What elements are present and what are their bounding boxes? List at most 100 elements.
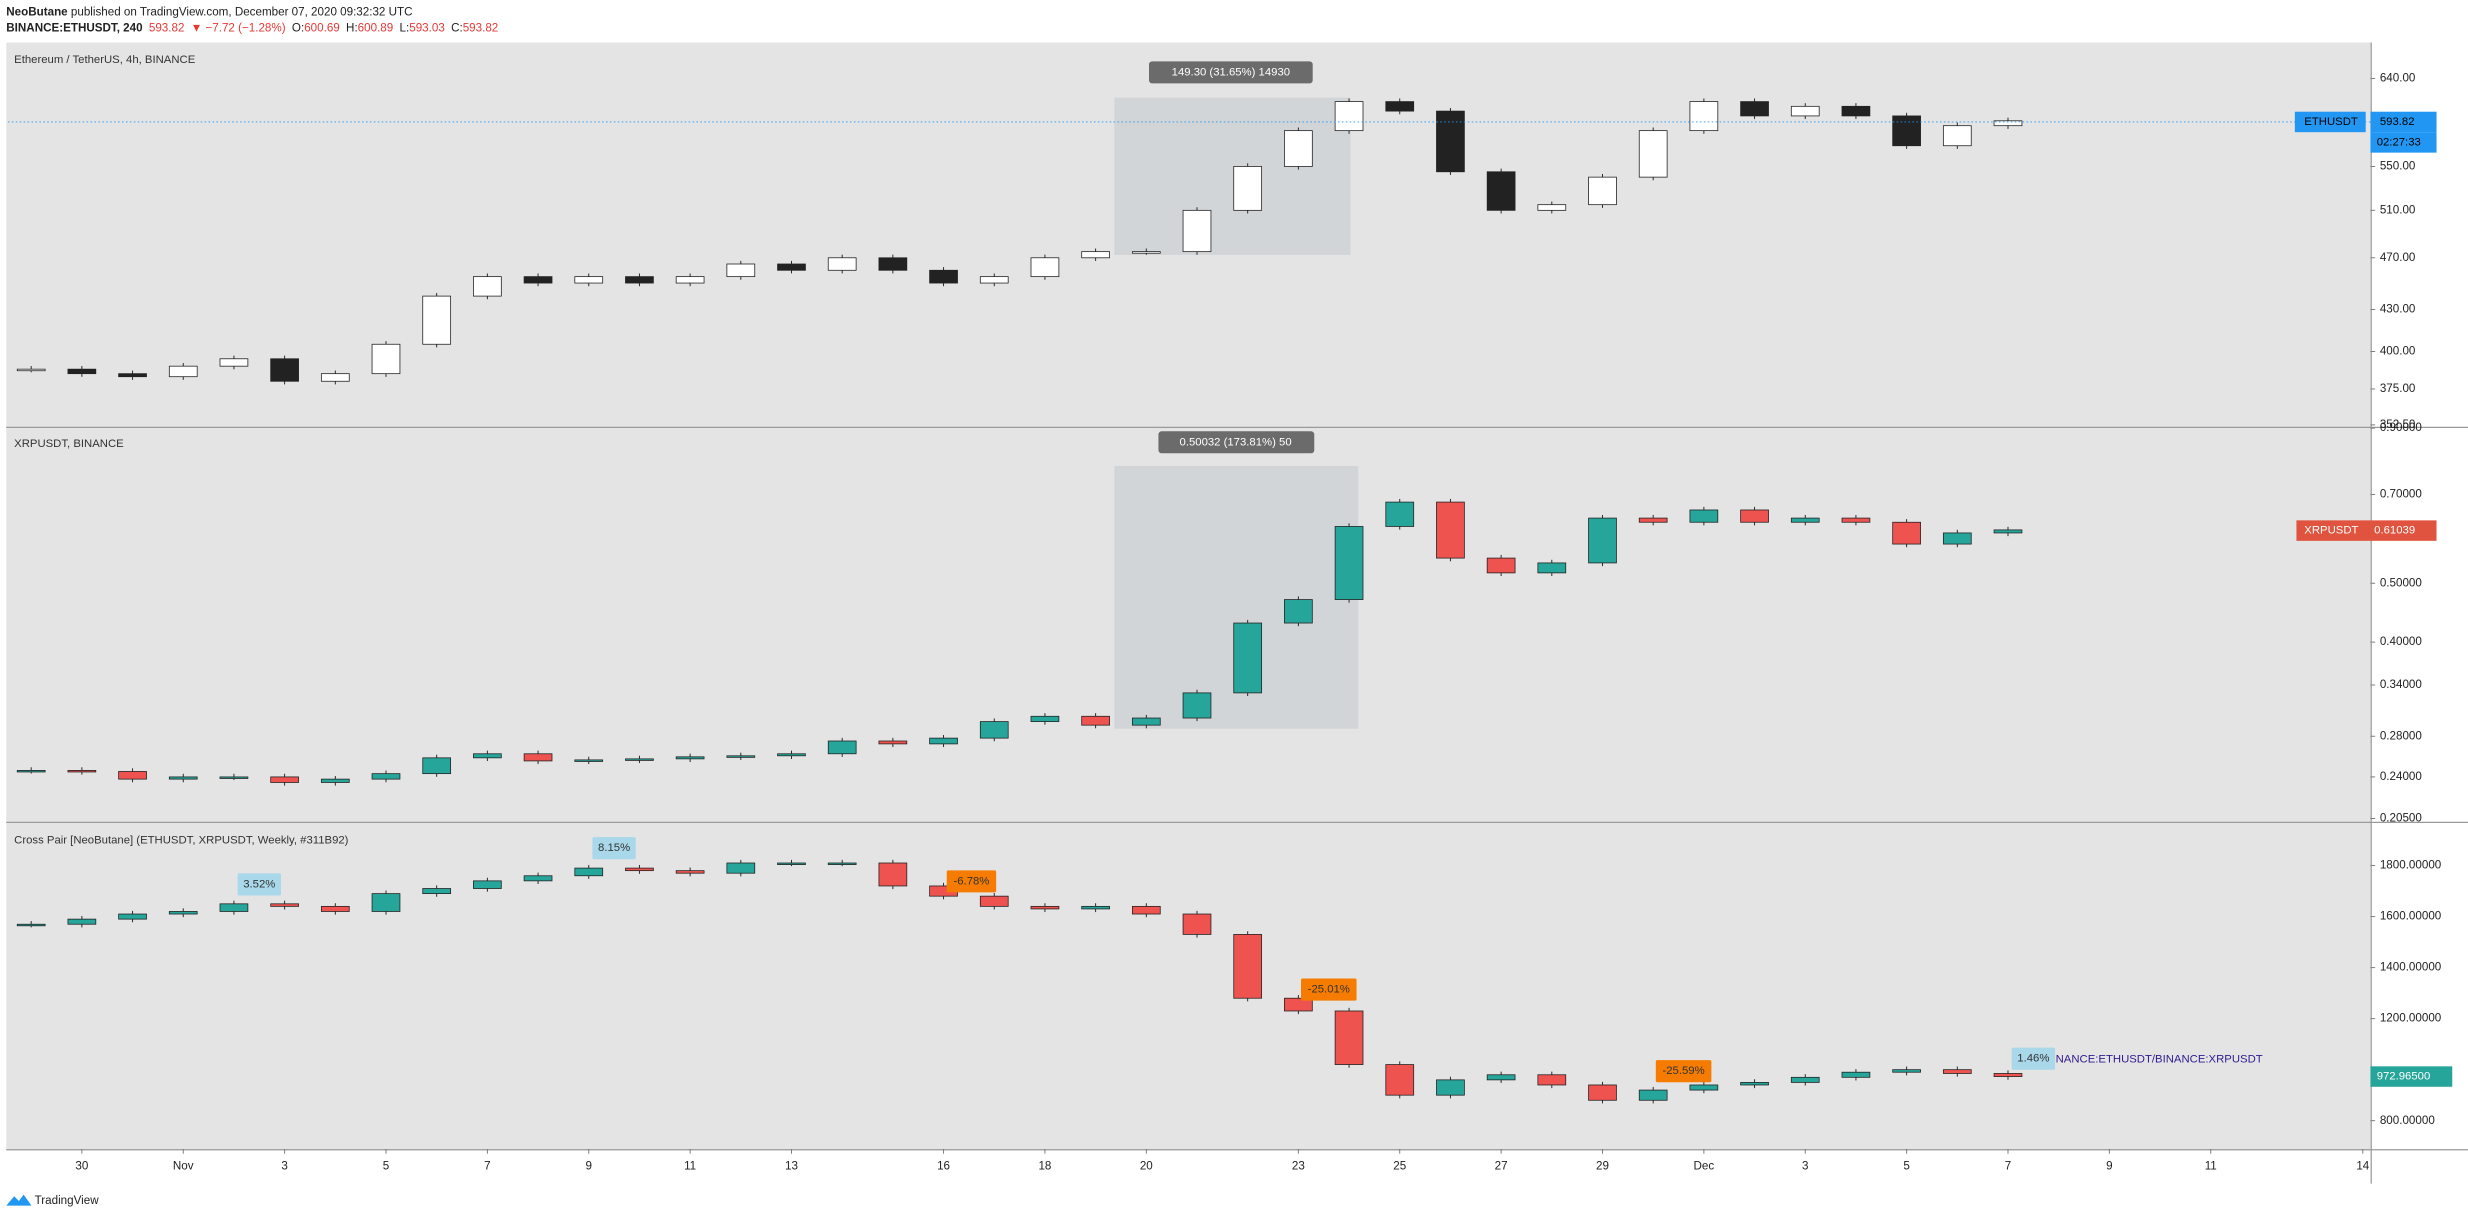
x-tick-label: 5 <box>1903 1159 1909 1172</box>
y-tick-label: 1200.00000 <box>2380 1012 2442 1025</box>
y-tick-label: 0.40000 <box>2380 635 2423 648</box>
y-tick-label: 0.24000 <box>2380 770 2423 783</box>
x-tick-label: Dec <box>1694 1159 1715 1172</box>
change: ▼ −7.72 (−1.28%) <box>191 21 286 34</box>
symbol: BINANCE:ETHUSDT, 240 <box>6 21 142 34</box>
pane-title: Cross Pair [NeoButane] (ETHUSDT, XRPUSDT… <box>14 835 349 847</box>
x-tick-label: 3 <box>281 1159 287 1172</box>
low-key: L: <box>400 21 410 34</box>
x-tick-label: 7 <box>484 1159 490 1172</box>
x-tick-label: 3 <box>1802 1159 1808 1172</box>
y-tick-label: 0.50000 <box>2380 576 2423 589</box>
y-tick-label: 0.90000 <box>2380 421 2423 434</box>
candle <box>726 862 756 874</box>
candle <box>168 365 198 378</box>
logo-icon <box>6 1194 32 1206</box>
annotation-box <box>1301 978 1357 1001</box>
candle <box>726 263 756 278</box>
y-tick-label: 1400.00000 <box>2380 961 2442 974</box>
y-tick-label: 800.00000 <box>2380 1114 2435 1127</box>
candle <box>1993 120 2023 127</box>
candle <box>1740 1082 1769 1086</box>
y-tick-label: 1800.00000 <box>2380 859 2442 872</box>
candle <box>1436 1079 1465 1096</box>
candle <box>67 770 97 773</box>
candle <box>1334 1010 1364 1065</box>
last-price-label: XRPUSDT 0.61039 <box>2304 525 2415 537</box>
header-line: NeoButane published on TradingView.com, … <box>6 6 412 19</box>
candle <box>1638 517 1668 523</box>
x-tick-label: 20 <box>1140 1159 1153 1172</box>
candle <box>270 903 299 907</box>
candle <box>1334 526 1364 600</box>
candle <box>1486 557 1516 574</box>
x-tick-label: 25 <box>1393 1159 1406 1172</box>
candle <box>16 923 46 927</box>
candle <box>1537 562 1567 574</box>
measure-label: 149.30 (31.65%) 14930 <box>1172 66 1290 78</box>
symbol-line: BINANCE:ETHUSDT, 240 593.82 ▼ −7.72 (−1.28… <box>6 21 498 34</box>
countdown-box <box>2370 132 2437 153</box>
author: NeoButane <box>6 6 68 19</box>
candle <box>878 257 908 271</box>
candle <box>320 905 350 912</box>
x-tick-label: 7 <box>2005 1159 2011 1172</box>
candle <box>1588 176 1617 206</box>
candle <box>827 862 857 865</box>
footer-logo: TradingView <box>35 1194 100 1207</box>
candle <box>1131 717 1161 726</box>
candle <box>574 867 604 877</box>
candle <box>473 276 502 297</box>
candle <box>1030 715 1060 722</box>
candle <box>1030 905 1060 910</box>
measure-label-box <box>1158 431 1315 454</box>
candle <box>118 373 147 378</box>
candle <box>1436 501 1465 559</box>
candle <box>1385 501 1415 527</box>
y-tick-label: 470.00 <box>2380 251 2416 264</box>
x-tick-label: 9 <box>586 1159 592 1172</box>
candle <box>320 778 350 783</box>
y-tick-label: 510.00 <box>2380 203 2416 216</box>
last-price-box <box>2296 520 2437 541</box>
candle <box>1131 251 1161 254</box>
x-tick-label: Nov <box>173 1159 194 1172</box>
y-tick-label: 0.70000 <box>2380 488 2423 501</box>
annotation-box <box>592 837 636 860</box>
annotation-label: -25.59% <box>1662 1065 1704 1077</box>
annotation-label: -6.78% <box>953 875 989 887</box>
y-tick-label: 0.34000 <box>2380 678 2423 691</box>
y-tick-label: 0.20500 <box>2380 812 2423 825</box>
candle <box>1030 257 1060 278</box>
candle <box>523 875 553 882</box>
last-price-box <box>2370 1066 2453 1087</box>
annotation-label: 3.52% <box>243 878 275 890</box>
candle <box>878 740 908 745</box>
candle <box>1740 509 1769 523</box>
candle <box>473 880 502 889</box>
open-value: 600.69 <box>304 21 340 34</box>
candle <box>1790 517 1820 523</box>
candle <box>1233 934 1263 999</box>
y-tick-label: 400.00 <box>2380 345 2416 358</box>
symbol-label: XRPUSDT <box>2304 525 2358 537</box>
x-tick-label: 11 <box>2205 1159 2217 1172</box>
candle <box>1689 509 1719 523</box>
candle <box>1638 130 1668 178</box>
candle <box>979 721 1009 739</box>
y-tick-label: 0.28000 <box>2380 729 2423 742</box>
x-tick-label: 18 <box>1038 1159 1051 1172</box>
annotation-label: -25.01% <box>1308 984 1350 996</box>
countdown: 02:27:33 <box>2377 136 2421 148</box>
candle <box>371 773 401 780</box>
candle <box>422 295 452 345</box>
candle <box>1182 209 1212 253</box>
candle <box>1841 105 1871 117</box>
candle <box>320 373 350 382</box>
annotation-box <box>237 873 281 896</box>
candle <box>1892 521 1921 545</box>
candle <box>929 269 958 284</box>
candle <box>1486 1074 1516 1081</box>
